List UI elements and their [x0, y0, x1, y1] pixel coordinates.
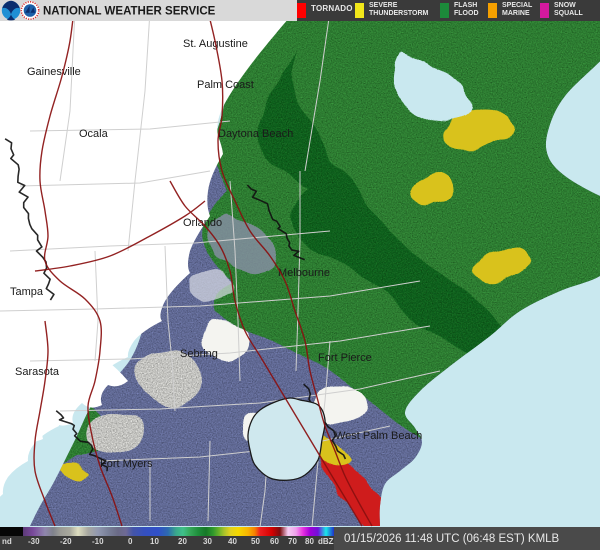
svg-text:Tampa: Tampa — [10, 286, 44, 298]
svg-text:Sarasota: Sarasota — [15, 366, 60, 378]
svg-text:West Palm Beach: West Palm Beach — [335, 430, 422, 442]
svg-text:Melbourne: Melbourne — [278, 267, 330, 279]
svg-text:Gainesville: Gainesville — [27, 66, 81, 78]
svg-text:Palm Coast: Palm Coast — [197, 79, 254, 91]
svg-text:Fort Pierce: Fort Pierce — [318, 352, 372, 364]
svg-text:Ocala: Ocala — [79, 128, 109, 140]
svg-text:Sebring: Sebring — [180, 348, 218, 360]
svg-text:Daytona Beach: Daytona Beach — [218, 128, 293, 140]
